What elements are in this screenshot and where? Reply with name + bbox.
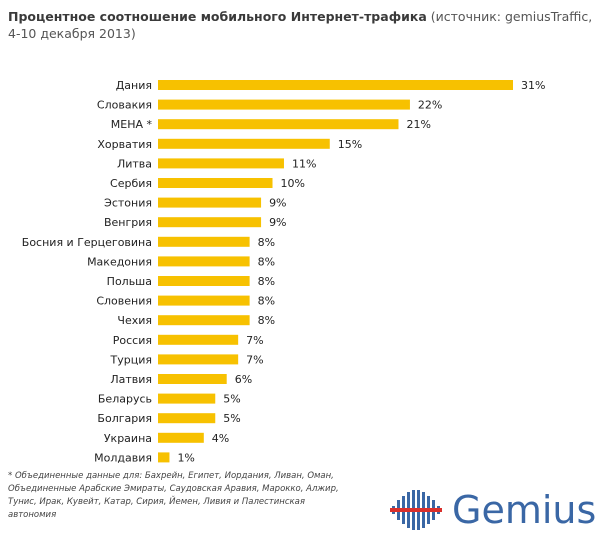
category-label: Хорватия <box>97 138 152 151</box>
bar <box>158 236 250 247</box>
category-label: Беларусь <box>98 393 152 406</box>
category-label: Словения <box>96 295 152 308</box>
gemius-logo-text: Gemius <box>452 488 597 532</box>
value-label: 8% <box>258 255 275 268</box>
bar <box>158 295 250 306</box>
category-label: Венгрия <box>104 216 152 229</box>
value-label: 6% <box>235 373 252 386</box>
bar <box>158 217 262 228</box>
value-label: 15% <box>338 138 362 151</box>
category-label: Чехия <box>117 314 152 327</box>
bar <box>158 432 204 443</box>
value-label: 21% <box>406 118 430 131</box>
category-label: Сербия <box>110 177 152 190</box>
chart-title: Процентное соотношение мобильного Интерн… <box>8 8 598 42</box>
category-label: Польша <box>107 275 152 288</box>
value-label: 5% <box>223 393 240 406</box>
category-label: Латвия <box>110 373 152 386</box>
category-label: Россия <box>113 334 152 347</box>
bar <box>158 158 284 169</box>
bar <box>158 334 239 345</box>
value-label: 11% <box>292 157 316 170</box>
bar <box>158 452 170 463</box>
bar <box>158 315 250 326</box>
category-label: Дания <box>116 79 152 92</box>
category-label: Босния и Герцеговина <box>22 236 152 249</box>
category-label: Эстония <box>104 197 152 210</box>
category-label: Литва <box>117 157 152 170</box>
value-label: 7% <box>246 334 263 347</box>
value-label: 8% <box>258 295 275 308</box>
bar <box>158 256 250 267</box>
value-label: 9% <box>269 197 286 210</box>
category-label: Македония <box>87 255 152 268</box>
category-label: Болгария <box>97 412 152 425</box>
value-label: 5% <box>223 412 240 425</box>
value-label: 8% <box>258 314 275 327</box>
category-label: МЕНА * <box>111 118 153 131</box>
chart-title-period: 4-10 декабря 2013) <box>8 26 136 41</box>
value-label: 8% <box>258 236 275 249</box>
footnote: * Объединенные данные для: Бахрейн, Егип… <box>8 471 339 520</box>
category-label: Украина <box>104 432 152 445</box>
gemius-logo-icon <box>390 490 442 530</box>
bar <box>158 413 216 424</box>
category-label: Турция <box>110 353 152 366</box>
bar <box>158 178 273 188</box>
bar <box>158 393 216 404</box>
category-label: Молдавия <box>94 451 152 464</box>
value-label: 8% <box>258 275 275 288</box>
bar <box>158 354 239 365</box>
value-label: 9% <box>269 216 286 229</box>
value-label: 1% <box>177 451 194 464</box>
gemius-logo: Gemius <box>390 480 600 540</box>
value-label: 7% <box>246 353 263 366</box>
bar <box>158 138 330 149</box>
bar <box>158 197 262 208</box>
value-label: 22% <box>418 99 442 112</box>
bar <box>158 374 227 384</box>
bar <box>158 99 410 110</box>
chart-title-source: (источник: gemiusTraffic, <box>430 9 593 24</box>
value-label: 4% <box>212 432 229 445</box>
category-label: Словакия <box>97 99 152 112</box>
value-label: 10% <box>281 177 305 190</box>
bar <box>158 276 250 286</box>
value-label: 31% <box>521 79 545 92</box>
bar <box>158 119 399 130</box>
bar <box>158 80 513 90</box>
chart-title-main: Процентное соотношение мобильного Интерн… <box>8 9 427 24</box>
bar-chart: Дания 31% Словакия 22% МЕНА * 21% Хорватия 15% Л… <box>22 79 546 464</box>
